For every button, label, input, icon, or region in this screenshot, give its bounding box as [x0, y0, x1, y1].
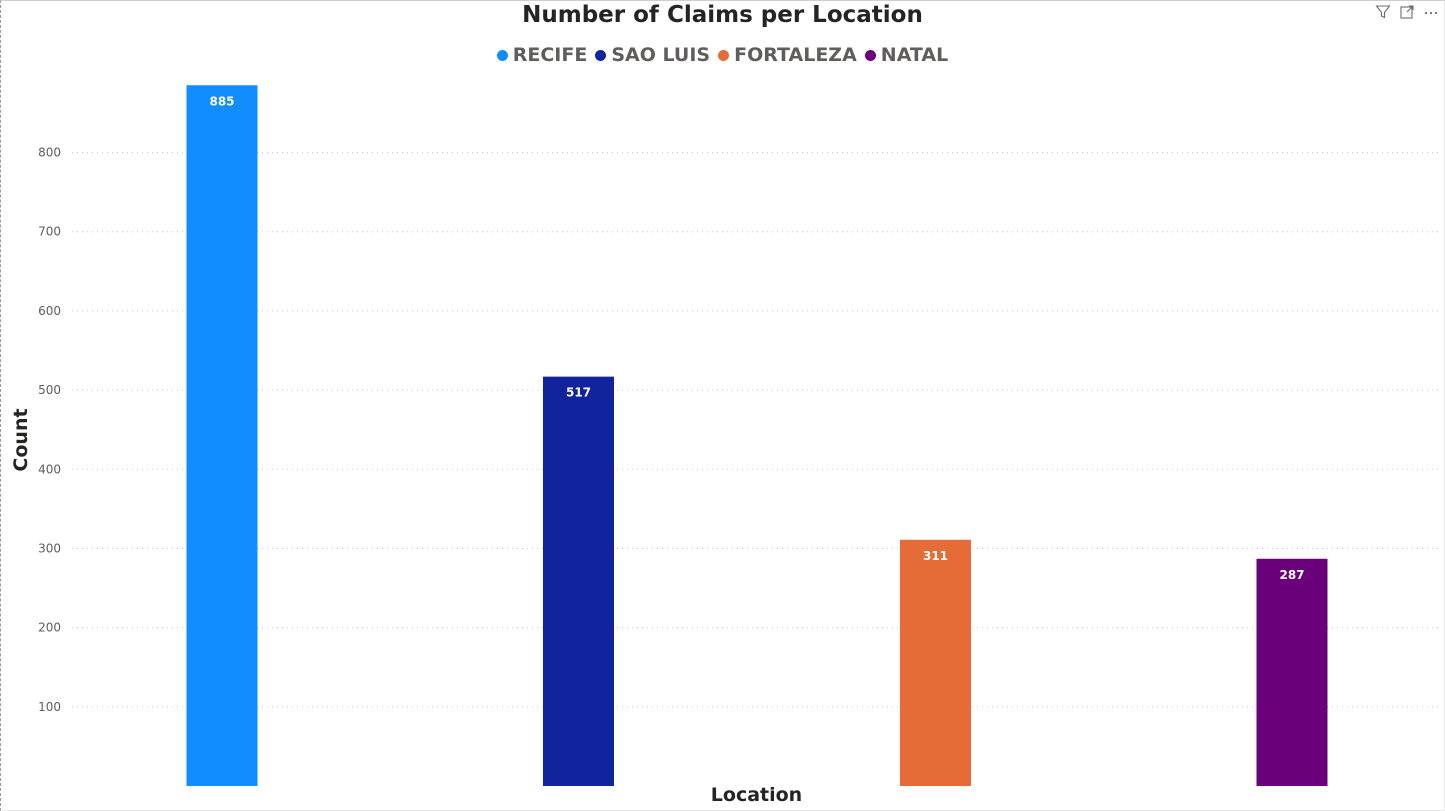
legend-item-natal[interactable]: NATAL — [864, 44, 949, 66]
legend-marker-recife — [496, 49, 508, 61]
more-options-icon[interactable] — [1423, 4, 1439, 25]
y-axis-title: Count — [10, 408, 32, 472]
legend-marker-sao-luis — [595, 49, 607, 61]
visual-header-icons — [1375, 4, 1439, 25]
y-tick-label-700: 700 — [38, 225, 61, 239]
y-tick-label-300: 300 — [38, 541, 61, 555]
legend-item-recife[interactable]: RECIFE — [496, 44, 588, 66]
bar-recife[interactable] — [186, 85, 258, 786]
bar-sao-luis[interactable] — [543, 376, 614, 786]
legend-item-sao-luis[interactable]: SAO LUIS — [595, 44, 710, 66]
y-tick-label-600: 600 — [38, 304, 61, 318]
legend-label-sao-luis: SAO LUIS — [611, 44, 711, 66]
bar-fortaleza[interactable] — [900, 539, 971, 786]
filter-icon[interactable] — [1375, 4, 1391, 25]
y-tick-label-500: 500 — [38, 383, 61, 397]
y-tick-label-800: 800 — [38, 146, 61, 160]
data-label-sao-luis: 517 — [566, 386, 591, 400]
y-tick-label-100: 100 — [38, 700, 61, 714]
x-axis-title: Location — [710, 784, 803, 806]
data-label-recife: 885 — [209, 94, 234, 108]
legend-marker-fortaleza — [718, 49, 730, 61]
legend-label-natal: NATAL — [880, 44, 949, 66]
chart-title: Number of Claims per Location — [522, 2, 923, 28]
data-label-fortaleza: 311 — [923, 549, 948, 563]
legend-marker-natal — [864, 49, 876, 61]
chart-legend: RECIFE SAO LUIS FORTALEZA NATAL — [0, 44, 1445, 66]
focus-mode-icon[interactable] — [1399, 4, 1415, 25]
legend-item-fortaleza[interactable]: FORTALEZA — [718, 44, 857, 66]
legend-label-recife: RECIFE — [512, 44, 588, 66]
legend-label-fortaleza: FORTALEZA — [734, 44, 857, 66]
data-label-natal: 287 — [1279, 568, 1304, 582]
y-tick-label-400: 400 — [38, 462, 61, 476]
y-tick-label-200: 200 — [38, 621, 61, 635]
bar-natal[interactable] — [1256, 558, 1328, 786]
